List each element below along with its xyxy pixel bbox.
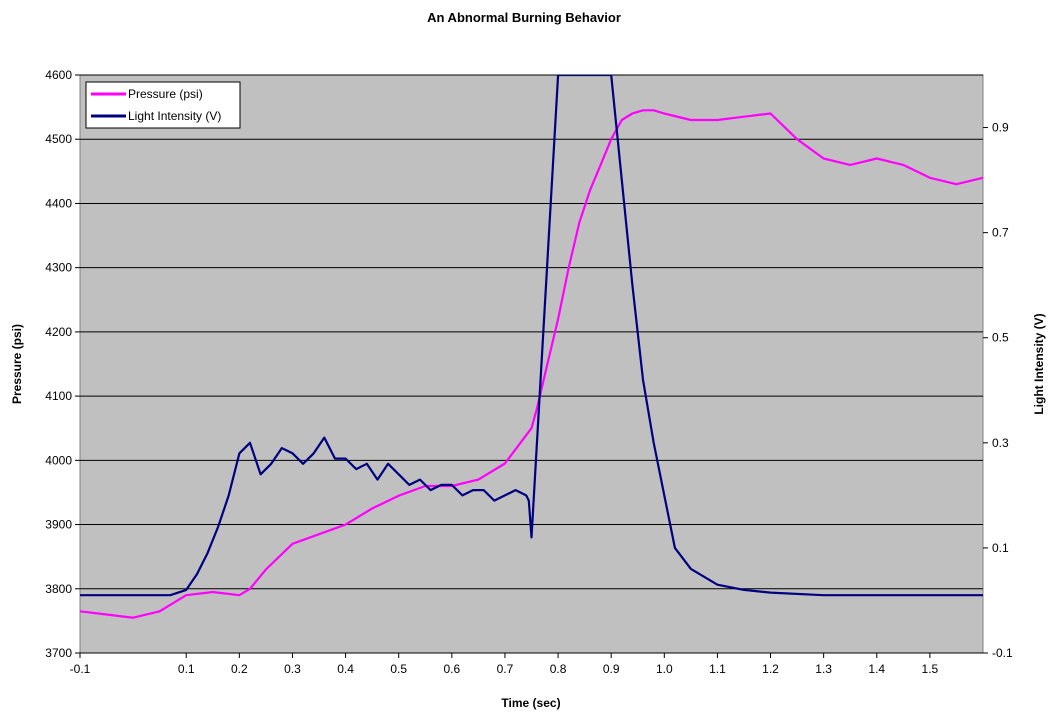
plot-area: [79, 74, 984, 654]
legend-label-light-intensity: Light Intensity (V): [128, 109, 221, 123]
y-tick-label: 4200: [45, 325, 72, 339]
y2-tick-label: 0.7: [992, 226, 1009, 240]
x-tick-label: -0.1: [70, 662, 91, 676]
y2-tick-label: -0.1: [992, 646, 1013, 660]
x-tick-label: 1.1: [709, 662, 726, 676]
y-tick-label: 3700: [45, 646, 72, 660]
y-tick-label: 4500: [45, 132, 72, 146]
x-tick-label: 1.2: [762, 662, 779, 676]
x-tick-label: 0.3: [284, 662, 301, 676]
x-tick-label: 0.2: [231, 662, 248, 676]
x-tick-label: 0.7: [497, 662, 514, 676]
x-tick-label: 0.5: [390, 662, 407, 676]
y-tick-label: 3900: [45, 518, 72, 532]
series-line-light-intensity: [80, 75, 983, 597]
y-tick-label: 4300: [45, 261, 72, 275]
legend: Pressure (psi) Light Intensity (V): [85, 81, 241, 129]
x-tick-label: 0.6: [443, 662, 460, 676]
x-tick-label: 0.9: [603, 662, 620, 676]
x-tick-label: 1.4: [868, 662, 885, 676]
y2-axis-title: Light Intensity (V): [1032, 313, 1046, 414]
legend-box: [85, 81, 241, 129]
y-axis-title: Pressure (psi): [10, 324, 24, 404]
series-group: [80, 75, 983, 619]
series-line-pressure: [80, 109, 983, 619]
series-layer: [80, 75, 983, 619]
legend-label-pressure: Pressure (psi): [128, 87, 203, 101]
x-tick-label: 0.8: [550, 662, 567, 676]
x-axis: -0.1 0.1 0.2 0.3 0.4 0.5 0.6 0.7 0.8 0.9 1.0 1.1 1.2…: [70, 653, 939, 676]
y-tick-label: 4400: [45, 196, 72, 210]
x-tick-label: 0.4: [337, 662, 354, 676]
y-tick-label: 4000: [45, 453, 72, 467]
y-tick-label: 3800: [45, 582, 72, 596]
y2-tick-label: 0.5: [992, 331, 1009, 345]
x-tick-label: 0.1: [178, 662, 195, 676]
y-tick-label: 4100: [45, 389, 72, 403]
y-tick-label: 4600: [45, 68, 72, 82]
y2-tick-label: 0.3: [992, 436, 1009, 450]
x-axis-title: Time (sec): [501, 696, 560, 710]
x-tick-label: 1.3: [815, 662, 832, 676]
y2-tick-label: 0.1: [992, 541, 1009, 555]
y2-tick-label: 0.9: [992, 121, 1009, 135]
gridlines: [80, 74, 983, 654]
chart-title: An Abnormal Burning Behavior: [427, 10, 621, 25]
x-tick-label: 1.5: [922, 662, 939, 676]
y-axis-right: -0.1 0.1 0.3 0.5 0.7 0.9: [983, 121, 1013, 660]
y-axis-left: 3700 3800 3900 4000 4100 4200 4300 4400 4500 4600: [45, 68, 80, 660]
x-tick-label: 1.0: [656, 662, 673, 676]
